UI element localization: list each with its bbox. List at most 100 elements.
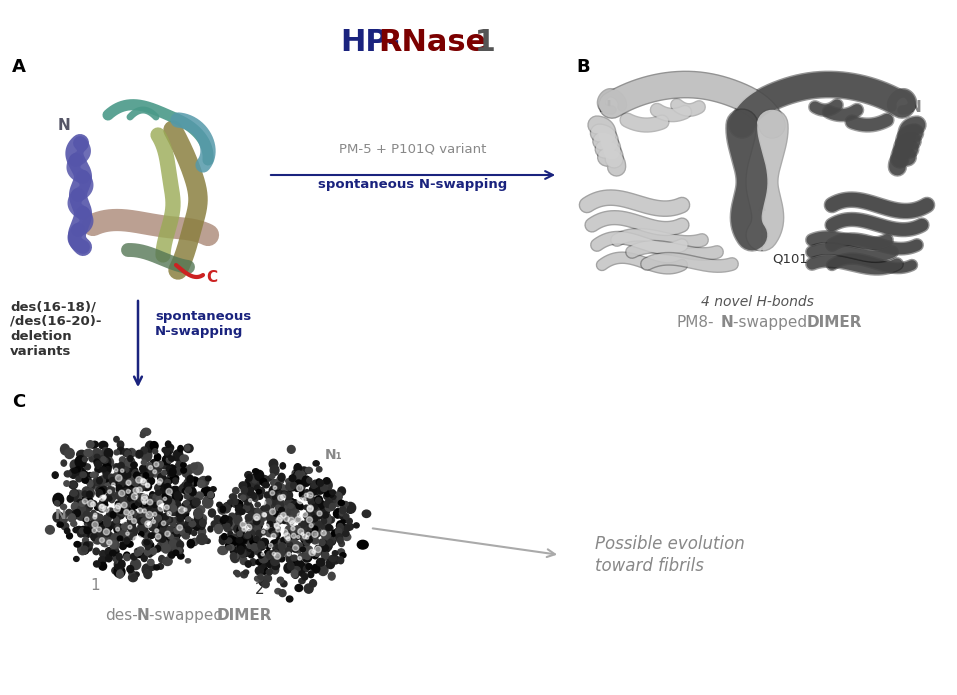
Ellipse shape	[299, 578, 305, 584]
Ellipse shape	[137, 487, 143, 493]
Ellipse shape	[295, 482, 305, 491]
Ellipse shape	[117, 468, 124, 475]
Text: DIMER: DIMER	[807, 315, 862, 330]
Ellipse shape	[327, 525, 333, 531]
Ellipse shape	[131, 488, 138, 496]
Ellipse shape	[126, 514, 132, 519]
Ellipse shape	[272, 511, 279, 518]
Ellipse shape	[315, 496, 323, 503]
Ellipse shape	[133, 488, 139, 493]
Ellipse shape	[118, 462, 124, 469]
Ellipse shape	[104, 449, 113, 457]
Ellipse shape	[186, 559, 190, 563]
Ellipse shape	[292, 480, 300, 490]
Ellipse shape	[92, 521, 99, 528]
Ellipse shape	[176, 548, 182, 553]
Ellipse shape	[145, 483, 149, 487]
Ellipse shape	[174, 528, 180, 534]
Ellipse shape	[112, 566, 121, 575]
Text: toward fibrils: toward fibrils	[595, 557, 704, 575]
Ellipse shape	[94, 516, 99, 521]
Ellipse shape	[171, 532, 180, 540]
Ellipse shape	[281, 516, 286, 523]
Ellipse shape	[315, 509, 321, 514]
Ellipse shape	[159, 521, 166, 527]
Ellipse shape	[64, 471, 71, 477]
Ellipse shape	[151, 520, 158, 528]
Ellipse shape	[149, 525, 156, 531]
Ellipse shape	[92, 450, 101, 459]
Ellipse shape	[249, 530, 255, 537]
Ellipse shape	[72, 469, 80, 477]
Ellipse shape	[134, 572, 139, 577]
Ellipse shape	[305, 536, 308, 539]
Ellipse shape	[102, 458, 108, 463]
Ellipse shape	[311, 532, 319, 539]
Ellipse shape	[284, 563, 292, 573]
Ellipse shape	[354, 523, 359, 528]
Ellipse shape	[336, 534, 343, 541]
Ellipse shape	[235, 546, 245, 556]
Ellipse shape	[336, 528, 342, 535]
Ellipse shape	[319, 564, 328, 575]
Text: C: C	[12, 393, 25, 411]
Ellipse shape	[146, 539, 152, 545]
Ellipse shape	[142, 539, 152, 547]
Ellipse shape	[130, 534, 136, 540]
Ellipse shape	[235, 571, 240, 577]
Ellipse shape	[126, 479, 133, 484]
Ellipse shape	[241, 533, 250, 543]
Ellipse shape	[99, 505, 106, 512]
Ellipse shape	[245, 514, 252, 521]
Ellipse shape	[270, 550, 276, 555]
Ellipse shape	[308, 524, 314, 531]
Ellipse shape	[325, 543, 332, 549]
Ellipse shape	[178, 507, 185, 514]
Ellipse shape	[114, 559, 122, 569]
Ellipse shape	[310, 580, 317, 587]
Ellipse shape	[186, 487, 191, 493]
Ellipse shape	[345, 525, 350, 531]
Ellipse shape	[222, 515, 229, 521]
Ellipse shape	[269, 459, 278, 468]
Ellipse shape	[106, 539, 111, 544]
Ellipse shape	[147, 542, 154, 548]
Ellipse shape	[126, 462, 132, 469]
Ellipse shape	[217, 517, 223, 523]
Ellipse shape	[293, 530, 302, 539]
Ellipse shape	[299, 521, 306, 528]
Ellipse shape	[94, 561, 100, 567]
Ellipse shape	[114, 505, 121, 512]
Ellipse shape	[281, 506, 288, 513]
Ellipse shape	[85, 488, 95, 498]
Ellipse shape	[332, 492, 343, 501]
Ellipse shape	[280, 537, 288, 543]
Ellipse shape	[232, 538, 238, 546]
Ellipse shape	[129, 480, 136, 487]
Ellipse shape	[231, 553, 236, 560]
Ellipse shape	[306, 517, 313, 523]
Ellipse shape	[245, 524, 252, 531]
Ellipse shape	[305, 467, 312, 473]
Ellipse shape	[305, 518, 312, 524]
Ellipse shape	[278, 507, 284, 512]
Ellipse shape	[261, 500, 266, 505]
Ellipse shape	[167, 517, 172, 523]
Ellipse shape	[260, 506, 267, 514]
Ellipse shape	[114, 524, 124, 534]
Ellipse shape	[221, 534, 227, 539]
Ellipse shape	[153, 493, 163, 505]
Ellipse shape	[140, 513, 147, 521]
Ellipse shape	[152, 529, 161, 537]
Ellipse shape	[226, 543, 231, 548]
Ellipse shape	[128, 573, 138, 582]
Ellipse shape	[127, 448, 136, 457]
Ellipse shape	[84, 507, 90, 512]
Ellipse shape	[75, 526, 83, 533]
Ellipse shape	[241, 537, 247, 543]
Ellipse shape	[343, 531, 349, 537]
Ellipse shape	[304, 523, 314, 535]
Ellipse shape	[69, 511, 78, 521]
Ellipse shape	[129, 492, 134, 498]
Ellipse shape	[115, 511, 124, 519]
